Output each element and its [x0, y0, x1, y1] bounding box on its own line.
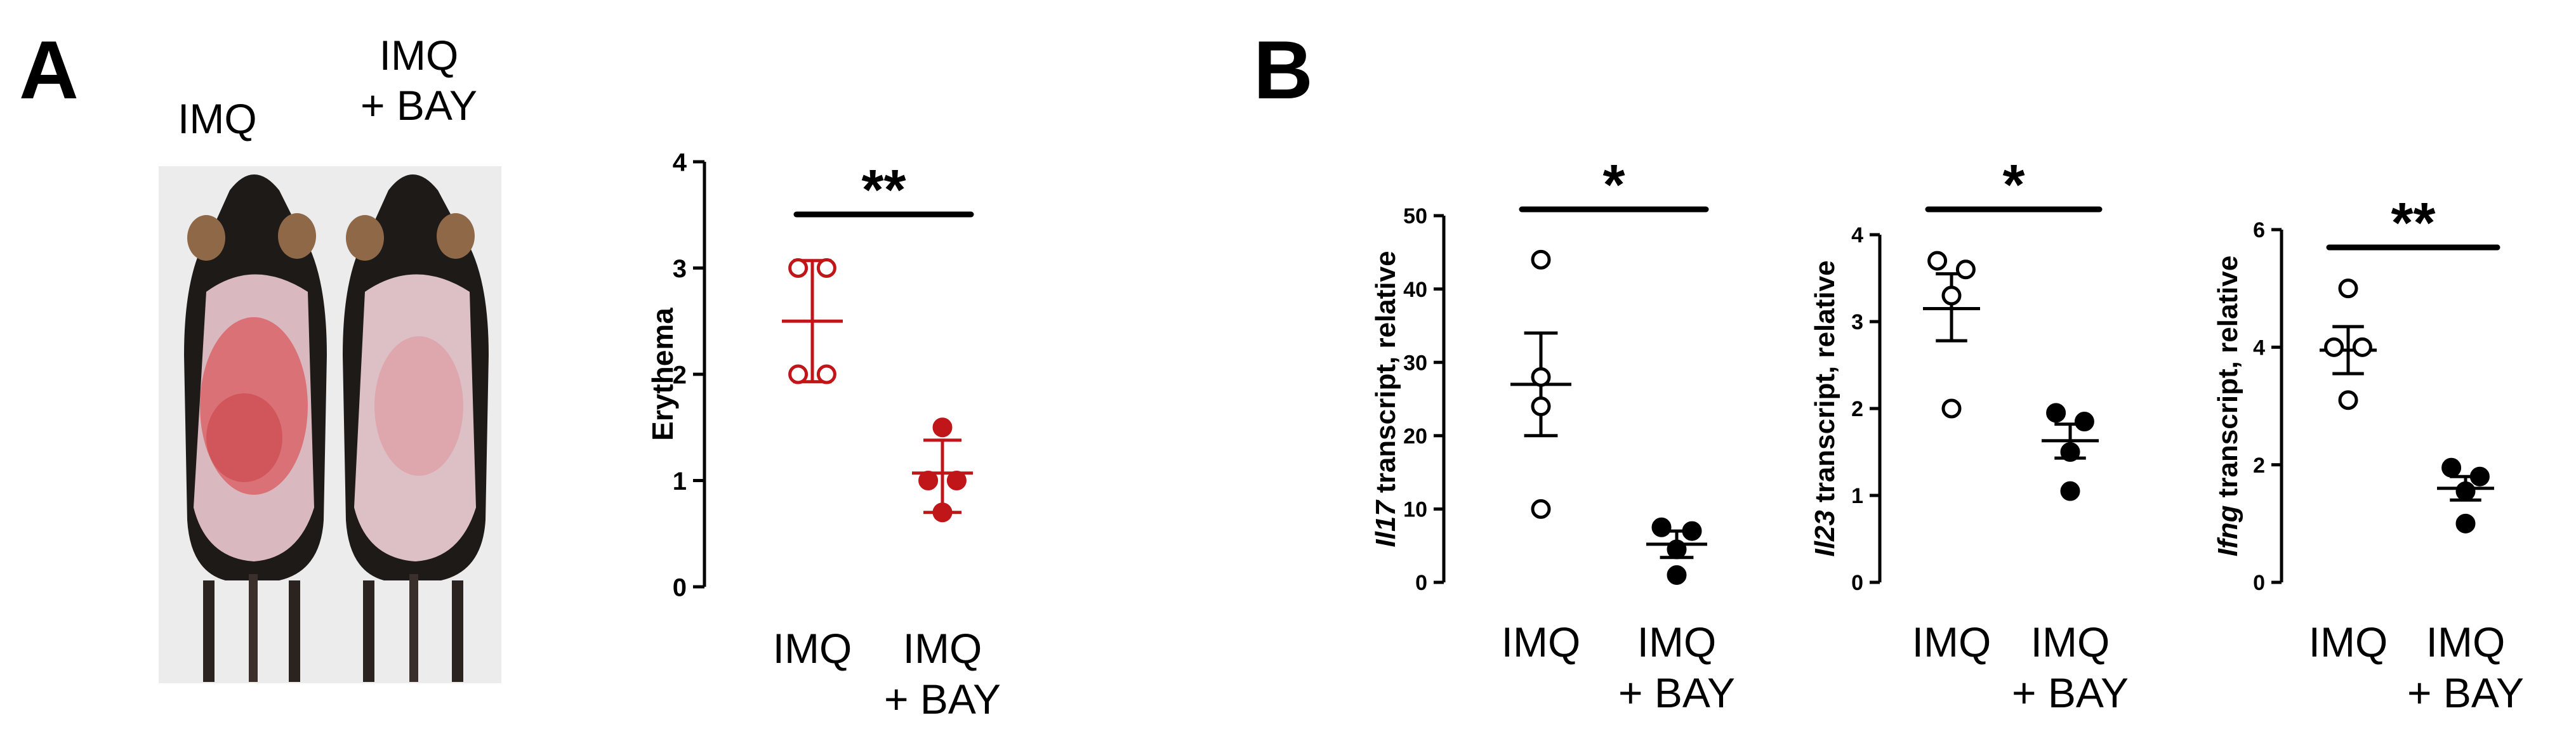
y-tick-label: 0 [1415, 571, 1427, 595]
x-category-label: IMQ [2426, 619, 2506, 665]
data-point [1531, 396, 1551, 417]
group-imq-bay [1646, 517, 1707, 585]
data-point [2324, 337, 2344, 357]
y-axis-label-rest: transcript, relative [1370, 251, 1401, 501]
group-imq [1510, 249, 1571, 519]
x-category-label: IMQ [1637, 619, 1717, 665]
panel-letter-a: A [19, 23, 79, 116]
data-point [788, 258, 809, 278]
y-tick-label: 10 [1403, 498, 1427, 522]
data-point [1927, 251, 1948, 271]
data-point [946, 471, 967, 490]
x-category-label: IMQ [1912, 619, 1991, 665]
y-axis-label-gene: Ifng [2212, 505, 2243, 556]
y-tick-label: 40 [1403, 278, 1427, 302]
y-tick-label: 2 [2253, 454, 2265, 478]
x-category-label: IMQ [903, 625, 982, 672]
group-imq-bay [2437, 457, 2494, 534]
y-tick-label: 4 [673, 148, 687, 176]
panel-letter-b: B [1253, 23, 1313, 116]
data-point [1651, 517, 1672, 537]
x-category-label: IMQ [1502, 619, 1581, 665]
data-point [2046, 403, 2066, 423]
data-point [2455, 481, 2476, 501]
y-axis-label: Il17 transcript, relative [1370, 251, 1401, 547]
data-point [1955, 259, 1976, 280]
y-axis-label-rest: transcript, relative [2212, 256, 2243, 506]
group-imq [1923, 251, 1980, 419]
y-axis-label: Il23 transcript, relative [1809, 260, 1840, 556]
y-tick-label: 4 [2253, 336, 2265, 360]
data-point [1682, 521, 1702, 541]
y-tick-label: 0 [1851, 571, 1863, 595]
data-point [1531, 367, 1551, 387]
data-point [2352, 337, 2372, 357]
y-tick-label: 6 [2253, 218, 2265, 242]
y-tick-label: 2 [1851, 397, 1863, 421]
y-tick-label: 30 [1403, 351, 1427, 375]
significance-stars: ** [2391, 192, 2435, 255]
x-category-label: IMQ [773, 625, 852, 672]
y-tick-label: 4 [1851, 223, 1863, 247]
y-tick-label: 3 [1851, 310, 1863, 334]
data-point [816, 364, 836, 384]
y-tick-label: 20 [1403, 424, 1427, 449]
significance-stars: * [2002, 154, 2024, 217]
x-category-label: + BAY [2012, 669, 2129, 716]
data-point [932, 502, 953, 523]
data-point [1667, 539, 1687, 560]
data-point [1941, 398, 1962, 419]
data-point [788, 364, 809, 384]
y-axis-label: Ifng transcript, relative [2212, 256, 2243, 556]
x-category-label: + BAY [1618, 669, 1735, 716]
y-tick-label: 1 [673, 468, 687, 495]
group-imq [2320, 278, 2377, 410]
data-point [2338, 390, 2358, 410]
y-tick-label: 0 [2253, 571, 2265, 595]
y-axis-label-gene: Il17 [1370, 499, 1401, 547]
data-point [2060, 442, 2080, 462]
photo-label-imq-bay: IMQ + BAY [336, 30, 501, 131]
data-point [1531, 499, 1551, 519]
data-point [2060, 481, 2080, 501]
group-imq-bay [2042, 403, 2099, 501]
data-point [2455, 513, 2476, 534]
significance-stars: ** [861, 159, 906, 222]
data-point [2469, 466, 2490, 487]
x-category-label: + BAY [884, 676, 1001, 723]
data-point [918, 471, 939, 490]
x-category-label: + BAY [2407, 669, 2524, 716]
data-point [2338, 278, 2358, 299]
y-tick-label: 1 [1851, 484, 1863, 508]
data-point [2074, 412, 2094, 432]
y-axis-label-gene: Il23 [1809, 510, 1840, 556]
data-point [1531, 249, 1551, 270]
y-axis-label-rest: transcript, relative [1809, 260, 1840, 510]
x-category-label: IMQ [2309, 619, 2388, 665]
data-point [816, 258, 836, 278]
photo-label-imq: IMQ [178, 95, 257, 142]
y-tick-label: 0 [673, 573, 687, 601]
data-point [2441, 457, 2462, 478]
group-imq-bay [912, 417, 973, 523]
photo-label-imq-bay-line1: IMQ [379, 32, 459, 79]
y-axis-label: Erythema [646, 308, 679, 441]
x-category-label: IMQ [2031, 619, 2110, 665]
data-point [932, 417, 953, 438]
y-tick-label: 50 [1403, 204, 1427, 228]
data-point [1667, 565, 1687, 585]
y-tick-label: 2 [673, 361, 687, 389]
y-tick-label: 3 [673, 255, 687, 283]
photo-label-imq-bay-line2: + BAY [360, 82, 478, 129]
group-imq [782, 258, 843, 384]
data-point [1941, 285, 1962, 306]
significance-stars: * [1602, 154, 1625, 217]
